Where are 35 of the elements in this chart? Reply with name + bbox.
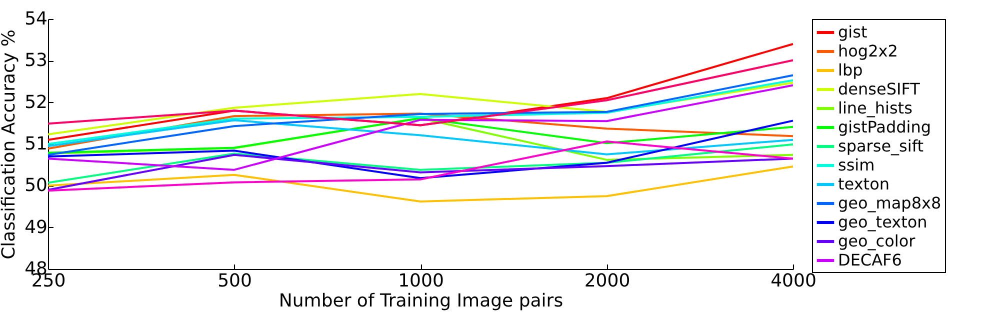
legend-label: gistPadding (838, 118, 931, 136)
x-tick-label: 2000 (584, 270, 630, 292)
legend-label: line_hists (838, 98, 912, 118)
y-tick-label: 54 (24, 8, 48, 30)
line-series (47, 79, 794, 145)
x-tick-label: 500 (218, 270, 252, 292)
legend-label: geo_map8x8 (838, 194, 942, 212)
legend-label: hog2x2 (838, 42, 898, 60)
line-series (47, 117, 794, 161)
legend-label: sparse_sift (838, 136, 924, 156)
legend-label: ssim (838, 156, 875, 174)
line-series (47, 59, 794, 126)
line-series (47, 143, 794, 184)
legend-label: geo_texton (838, 212, 928, 232)
legend-label: geo_color (838, 232, 916, 250)
x-tick-label: 4000 (770, 270, 816, 292)
y-tick-label: 53 (24, 50, 48, 72)
legend-label: gist (838, 22, 868, 42)
legend-label: texton (838, 174, 890, 194)
y-axis-title: Classification Accuracy % (0, 30, 20, 260)
y-tick-label: 50 (24, 175, 48, 196)
y-tick-label: 49 (24, 216, 48, 238)
line-series (47, 120, 794, 180)
line-series (47, 140, 794, 192)
y-tick-label: 52 (24, 92, 48, 113)
legend-label: denseSIFT (838, 80, 920, 98)
line-series (47, 74, 794, 156)
x-tick-label: 1000 (398, 270, 444, 292)
legend-label: DECAF6 (838, 250, 902, 270)
y-tick-label: 51 (24, 134, 48, 154)
legend-label: lbp (838, 60, 863, 80)
line-series (47, 166, 794, 202)
line-series (47, 84, 794, 171)
line-series (47, 82, 794, 136)
x-axis-title: Number of Training Image pairs (278, 290, 564, 312)
